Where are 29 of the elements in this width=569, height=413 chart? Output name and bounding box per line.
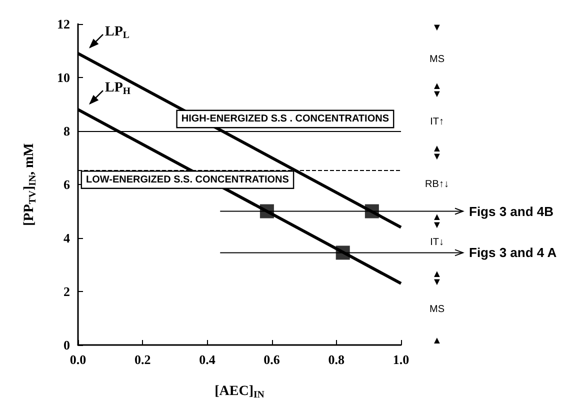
- text: IT↓: [430, 237, 444, 248]
- text: ▲ ▼: [432, 268, 442, 288]
- ref-line-label: LOW-ENERGIZED S.S. CONCENTRATIONS: [86, 174, 290, 186]
- y-tick-label: 10: [57, 70, 70, 85]
- x-tick-label: 0.6: [264, 352, 280, 367]
- ref-line-label: HIGH-ENERGIZED S.S . CONCENTRATIONS: [181, 114, 390, 124]
- y-axis-title: [PPTV]IN, mM: [22, 143, 38, 226]
- x-tick-label: 0.0: [70, 352, 86, 367]
- y-tick-label: 4: [64, 230, 70, 246]
- text: ▼: [432, 22, 442, 34]
- text: ▲ ▼: [432, 81, 442, 100]
- text: MS: [430, 54, 445, 65]
- y-tick-label: 0: [64, 338, 70, 352]
- x-tick-label: 1.0: [392, 352, 410, 367]
- y-tick-label: 8: [64, 124, 70, 138]
- x-tick-label: 0.2: [134, 352, 151, 367]
- text: MS: [430, 304, 445, 316]
- text: ▲: [432, 336, 442, 346]
- x-tick-label: 0.8: [328, 352, 346, 367]
- ref-line-label: Figs 3 and 4 A: [469, 245, 558, 260]
- ref-line-label: Figs 3 and 4B: [469, 204, 554, 219]
- y-tick-label: 2: [64, 284, 70, 299]
- y-tick-label: 12: [57, 16, 70, 32]
- text: ▲ ▼: [432, 212, 442, 231]
- text: IT↑: [430, 116, 444, 128]
- x-tick-label: 0.4: [199, 352, 216, 367]
- text: RB↑↓: [425, 179, 449, 190]
- y-tick-label: 6: [64, 177, 70, 192]
- text: ▲ ▼: [432, 144, 442, 163]
